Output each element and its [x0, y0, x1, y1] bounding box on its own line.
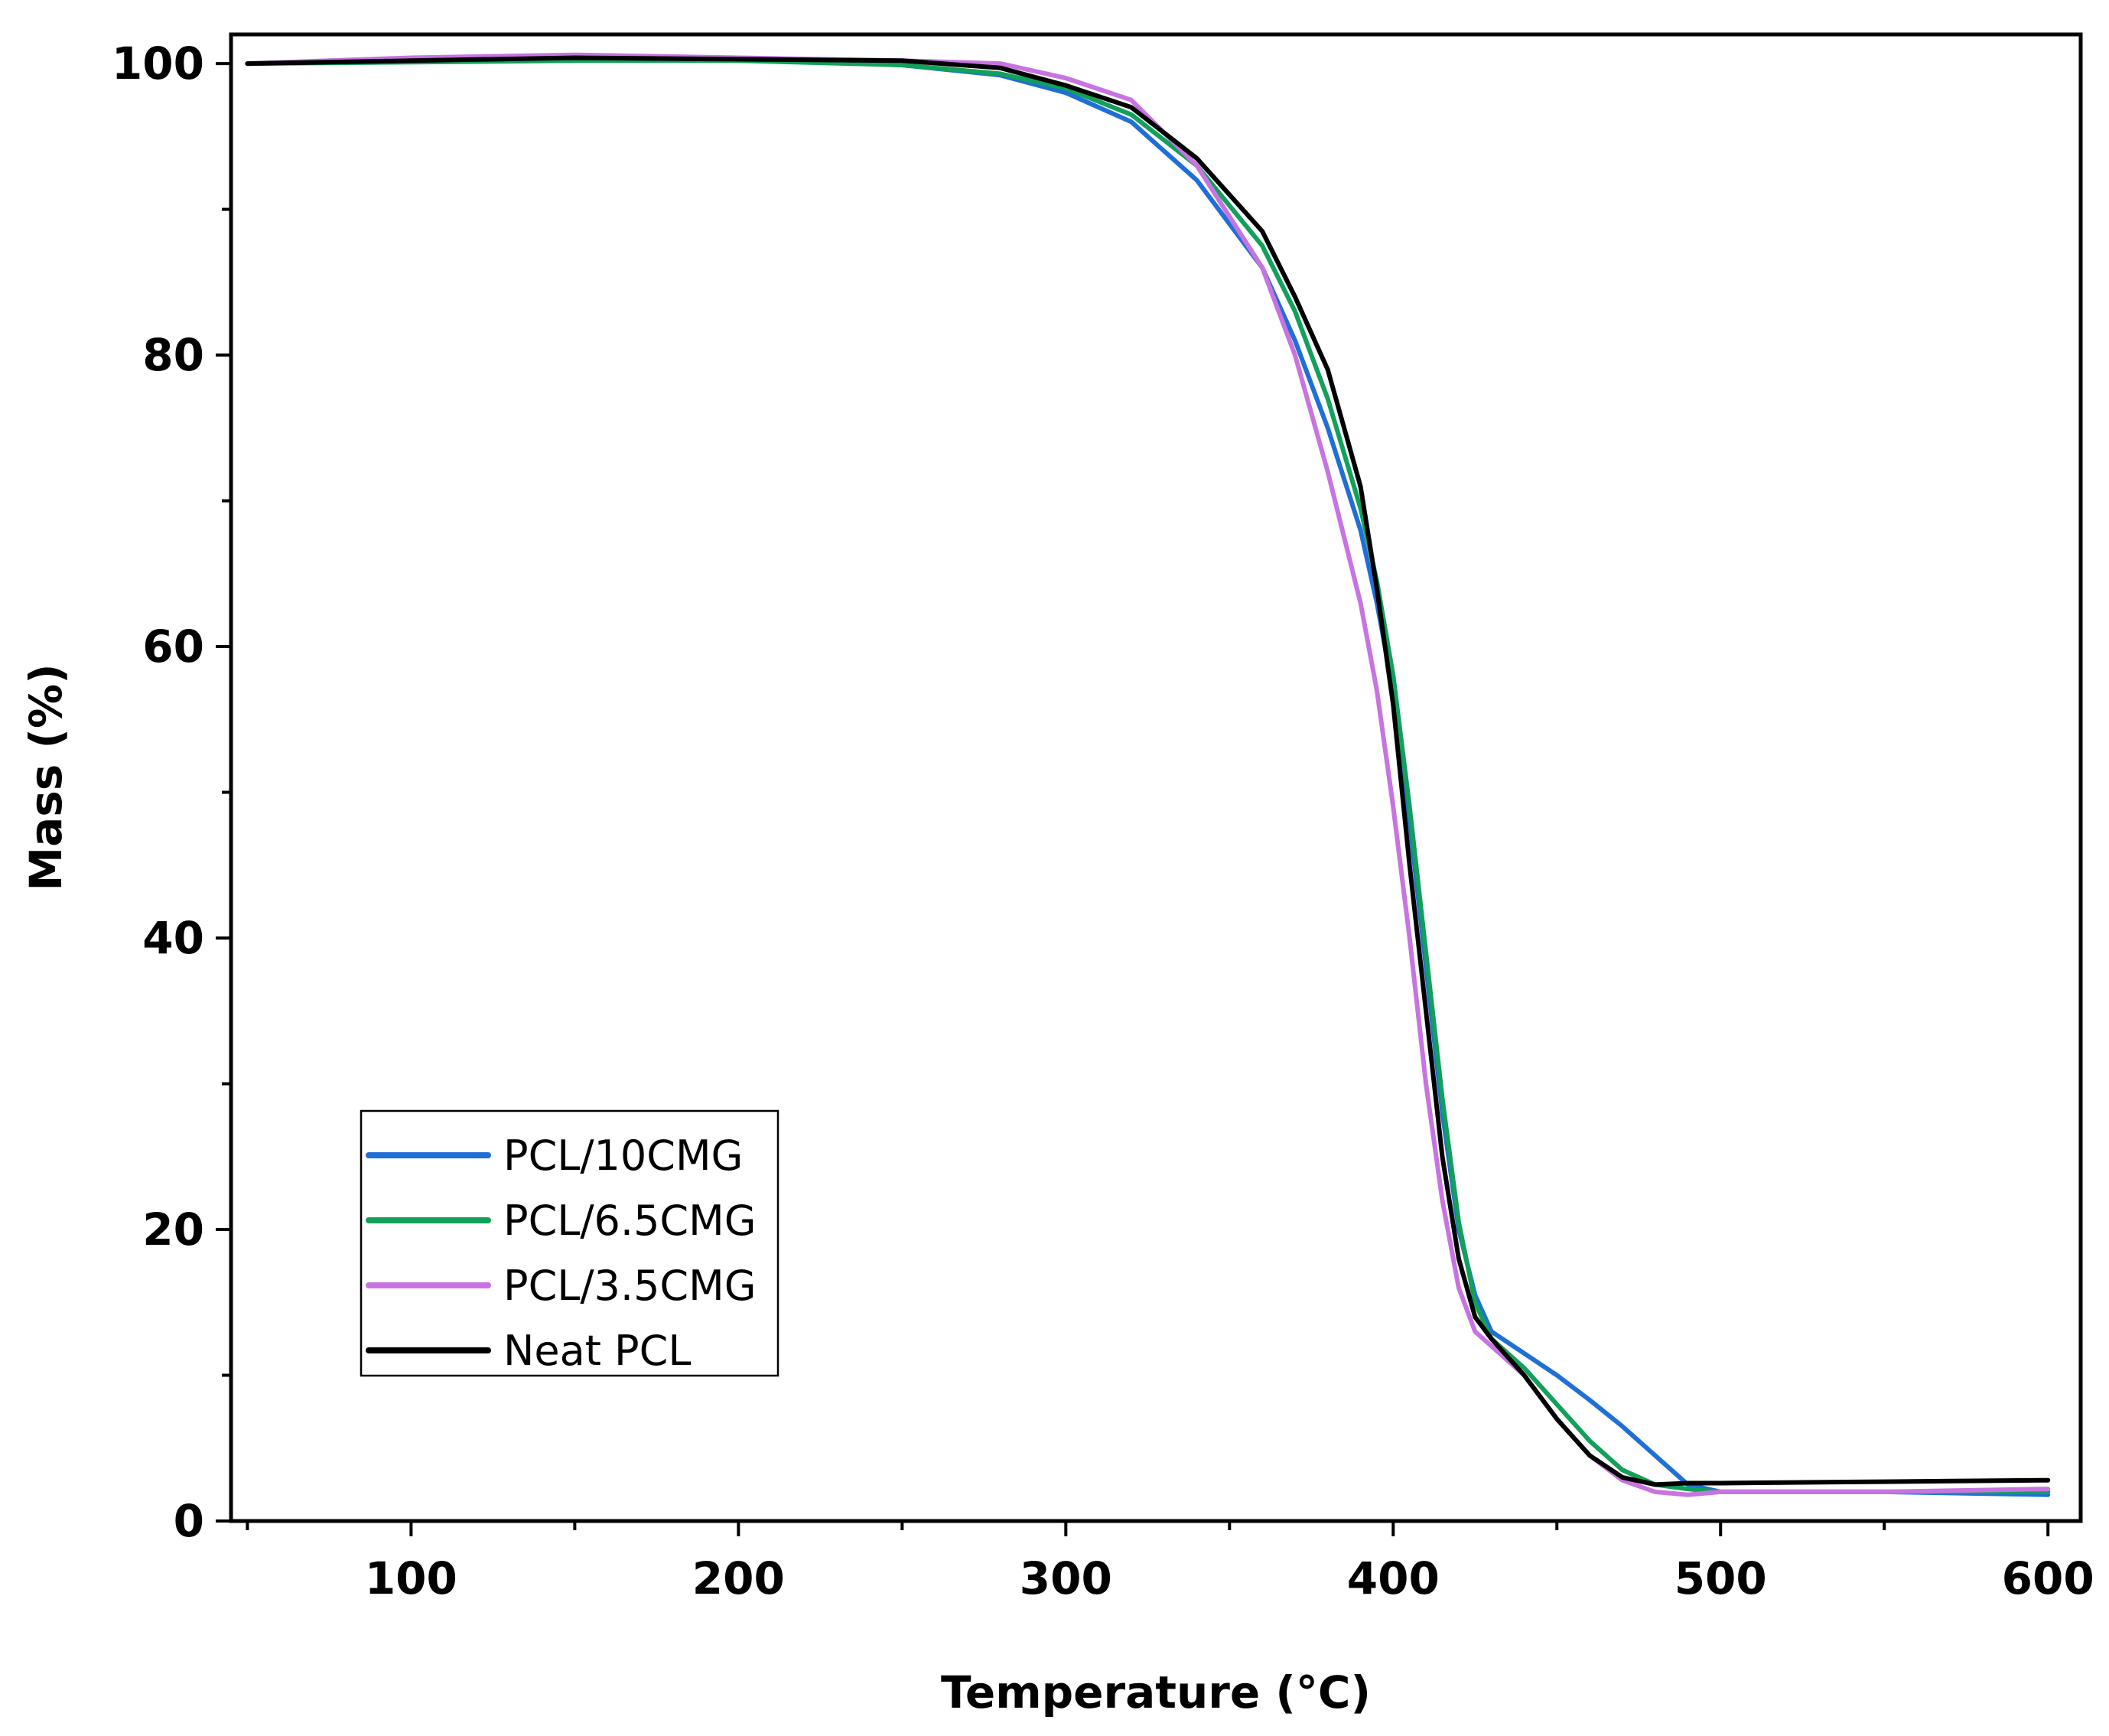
y-tick-label-100: 100 [112, 37, 204, 90]
x-tick-label-100: 100 [365, 1552, 457, 1604]
y-axis-title: Mass (%) [20, 663, 72, 891]
series-layer [245, 52, 2051, 1497]
x-tick-label-500: 500 [1675, 1552, 1767, 1604]
legend-label-2: PCL/3.5CMG [503, 1262, 757, 1310]
y-tick-label-20: 20 [142, 1203, 204, 1256]
x-tick-label-200: 200 [692, 1552, 785, 1604]
y-tick-label-0: 0 [174, 1495, 204, 1547]
plot-frame [229, 32, 2083, 1523]
legend-label-3: Neat PCL [503, 1327, 691, 1375]
legend: PCL/10CMG PCL/6.5CMG PCL/3.5CMG Neat PCL [360, 1109, 779, 1377]
y-tick-label-40: 40 [142, 912, 204, 964]
x-axis-title: Temperature (°C) [941, 1666, 1371, 1718]
series-line-3 [245, 55, 2051, 1487]
y-tick-label-80: 80 [142, 329, 204, 381]
axis-ticks [216, 62, 2050, 1536]
legend-label-0: PCL/10CMG [503, 1132, 743, 1180]
y-tick-label-60: 60 [142, 620, 204, 673]
legend-entries: PCL/10CMG PCL/6.5CMG PCL/3.5CMG Neat PCL [366, 1132, 757, 1375]
legend-label-1: PCL/6.5CMG [503, 1197, 757, 1245]
x-tick-label-400: 400 [1347, 1552, 1440, 1604]
series-line-1 [245, 58, 2051, 1494]
axis-tick-labels: 100 200 300 400 500 600 0 20 40 60 80 100 [112, 37, 2094, 1604]
x-tick-label-600: 600 [2002, 1552, 2094, 1604]
series-line-2 [245, 52, 2051, 1497]
x-tick-label-300: 300 [1020, 1552, 1112, 1604]
